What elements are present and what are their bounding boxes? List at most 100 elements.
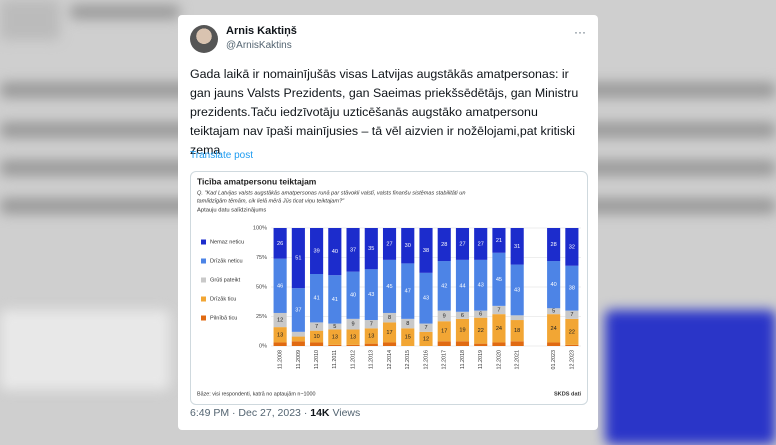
data-label: 12 (277, 318, 283, 324)
bar-segment (474, 317, 488, 344)
data-label: 38 (569, 286, 575, 292)
chart-source: SKDS dati (554, 391, 581, 397)
data-label: 24 (551, 326, 557, 332)
x-tick-label: 11.2010 (314, 350, 320, 369)
author-name[interactable]: Arnis Kaktiņš (226, 25, 297, 37)
bar-segment (382, 342, 397, 346)
bar-segment (328, 329, 342, 345)
data-label: 17 (386, 330, 392, 336)
data-label: 51 (295, 256, 301, 262)
chart-title: Ticība amatpersonu teiktajam (197, 176, 317, 186)
translate-link[interactable]: Translate post (190, 150, 253, 161)
bar-segment (419, 272, 433, 324)
bar-segment (547, 314, 561, 343)
bar-segment (437, 341, 451, 346)
bar-segment (565, 310, 579, 319)
data-label: 38 (423, 248, 429, 254)
tweet-text: Gada laikā ir nomainījušās visas Latvija… (190, 67, 579, 157)
avatar[interactable] (190, 25, 218, 53)
bar-segment (547, 308, 561, 315)
data-label: 19 (459, 328, 465, 334)
bar-segment (510, 228, 524, 265)
data-label: 37 (295, 307, 301, 313)
data-label: 47 (405, 289, 411, 295)
bar-segment (382, 312, 397, 323)
legend-swatch (201, 315, 206, 321)
chart[interactable]: Ticība amatpersonu teiktajam Q. "Kad Lat… (190, 171, 588, 405)
data-label: 40 (350, 293, 356, 299)
data-label: 37 (350, 247, 356, 253)
data-label: 40 (551, 282, 557, 288)
bg-block (605, 310, 776, 445)
bar-segment (310, 274, 324, 323)
data-label: 17 (441, 329, 447, 335)
data-label: 13 (350, 335, 356, 341)
data-label: 43 (514, 287, 520, 293)
bar-segment (565, 344, 579, 346)
bar-segment (273, 342, 287, 346)
bar-segment (382, 228, 397, 260)
x-tick-label: 11.2009 (296, 350, 302, 369)
bar-segment (455, 228, 470, 260)
bar-segment (328, 323, 342, 330)
more-button[interactable]: ··· (574, 25, 586, 39)
data-label: 27 (459, 241, 465, 247)
data-label: 21 (496, 238, 502, 244)
bar-segment (401, 263, 415, 319)
x-tick-label: 11.2019 (478, 350, 484, 369)
bar-segment (291, 341, 305, 346)
tweet-card: Arnis Kaktiņš @ArnisKaktins ··· Gada lai… (178, 15, 598, 430)
bar-segment (455, 259, 470, 312)
x-tick-label: 11.2018 (460, 350, 466, 369)
y-tick-label: 75% (256, 255, 267, 261)
data-label: 7 (497, 307, 500, 313)
bar-segment (510, 341, 524, 346)
bar-segment (291, 331, 305, 337)
bar-segment (492, 342, 506, 346)
bar-segment (419, 331, 433, 346)
data-label: 43 (423, 296, 429, 302)
data-label: 15 (405, 335, 411, 341)
bar-segment (437, 261, 451, 311)
chart-footnote: Bāze: visi respondenti, katrā no aptaujā… (197, 391, 316, 397)
bar-segment (474, 310, 488, 318)
data-label: 31 (514, 244, 520, 250)
legend-label: Drīzāk neticu (210, 258, 243, 264)
x-tick-label: 12.2021 (515, 350, 521, 370)
legend-label: Grūti pateikt (210, 277, 241, 283)
data-label: 22 (478, 328, 484, 334)
views-label: Views (332, 407, 361, 419)
data-label: 7 (424, 325, 427, 331)
tweet-meta: 6:49 PM · Dec 27, 2023 · 14K Views (190, 407, 361, 419)
bar-segment (510, 315, 524, 321)
data-label: 46 (277, 283, 283, 289)
legend-label: Drīzāk ticu (210, 296, 236, 302)
timestamp[interactable]: 6:49 PM · Dec 27, 2023 (190, 407, 301, 419)
data-label: 42 (441, 283, 447, 289)
data-label: 44 (459, 283, 465, 289)
data-label: 8 (406, 321, 409, 327)
bar-segment (565, 318, 579, 345)
x-tick-label: 12.2020 (496, 350, 502, 370)
data-label: 45 (386, 284, 392, 290)
bar-segment (273, 228, 287, 259)
author-handle[interactable]: @ArnisKaktins (226, 40, 292, 51)
data-label: 7 (570, 312, 573, 318)
bar-segment (437, 228, 451, 262)
bar-segment (474, 343, 488, 346)
legend-label: Nemaz neticu (210, 239, 244, 245)
y-tick-label: 0% (259, 343, 267, 349)
legend-label: Pilnībā ticu (210, 315, 237, 321)
data-label: 6 (479, 312, 482, 318)
data-label: 12 (423, 336, 429, 342)
bar-segment (364, 343, 378, 346)
bar-segment (273, 312, 287, 328)
bar-segment (310, 330, 324, 343)
bar-segment (437, 310, 451, 322)
bar-segment (474, 259, 488, 311)
data-label: 7 (315, 324, 318, 330)
data-label: 5 (333, 324, 336, 330)
x-tick-label: 11.2011 (332, 350, 338, 369)
bar-segment (310, 228, 324, 275)
